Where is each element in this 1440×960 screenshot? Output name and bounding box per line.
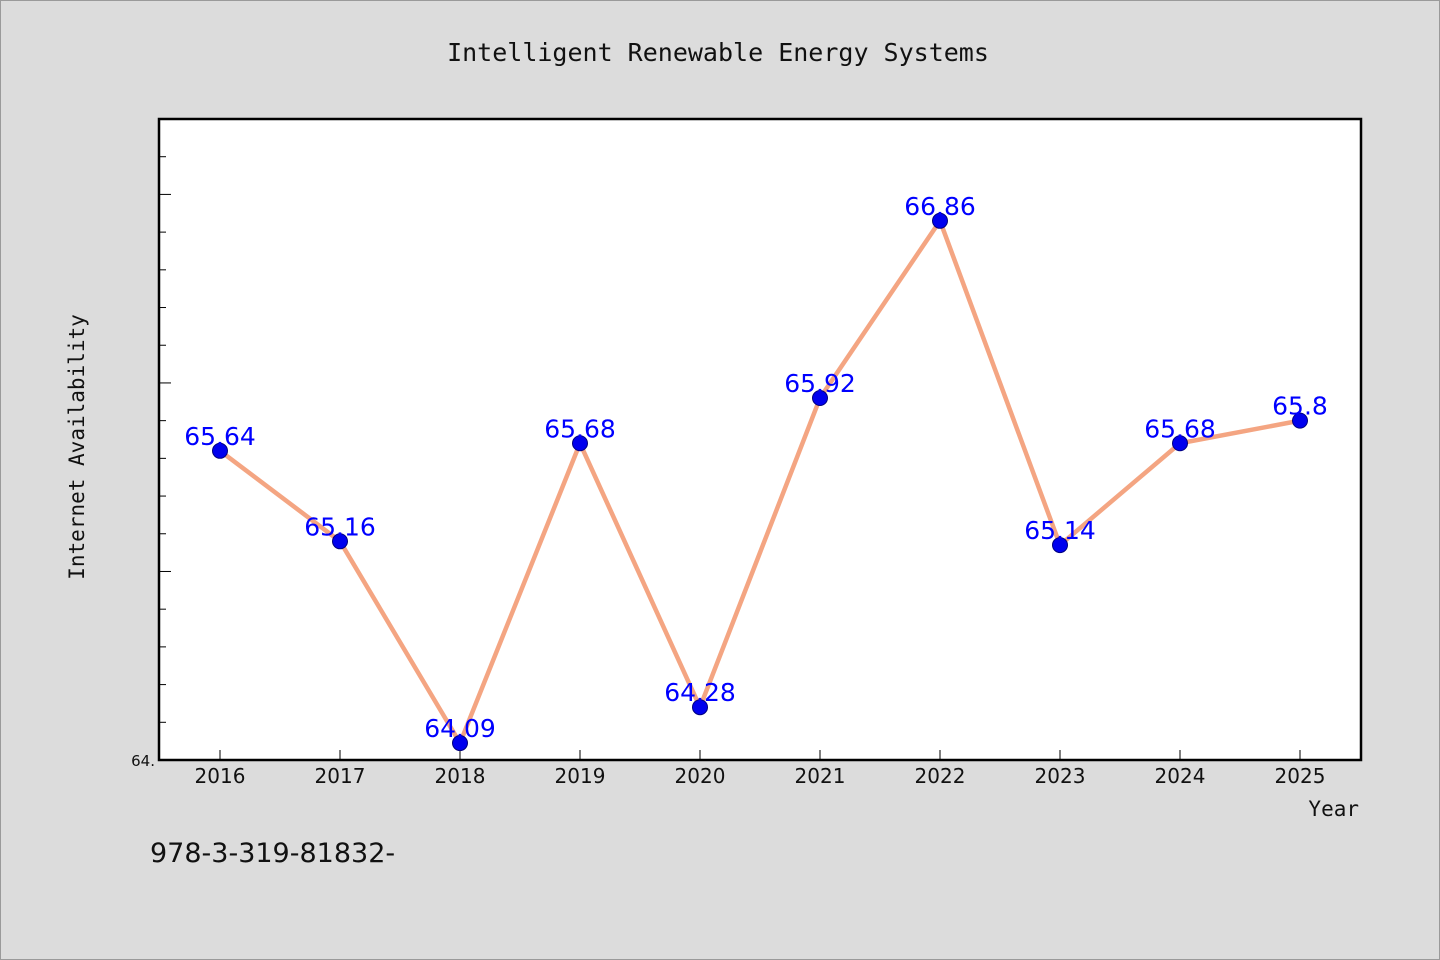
data-point-marker (812, 390, 828, 407)
data-label: 65.92 (784, 369, 856, 398)
x-tick-label: 2020 (675, 764, 726, 788)
series-group (212, 212, 1308, 752)
chart-title: Intelligent Renewable Energy Systems (447, 38, 989, 67)
x-tick-label: 2021 (795, 764, 846, 788)
data-label: 65.16 (304, 512, 376, 541)
data-label: 65.68 (1144, 414, 1216, 443)
x-axis-label: Year (1308, 797, 1359, 821)
data-point-marker (1292, 412, 1308, 429)
data-label: 65.64 (184, 422, 256, 451)
data-label: 65.68 (544, 414, 616, 443)
data-label: 65.14 (1024, 516, 1096, 545)
y-tick-label: 64. (131, 752, 155, 770)
y-axis-ticks (159, 156, 171, 723)
x-tick-label: 2016 (195, 764, 246, 788)
data-label: 66.86 (904, 192, 976, 221)
x-tick-label: 2025 (1275, 764, 1326, 788)
x-tick-label: 2024 (1155, 764, 1206, 788)
x-tick-label: 2019 (555, 764, 606, 788)
data-point-marker (212, 442, 228, 459)
x-tick-label: 2022 (915, 764, 966, 788)
data-point-marker (1172, 435, 1188, 452)
data-label: 64.09 (424, 714, 496, 743)
data-point-marker (1052, 537, 1068, 554)
data-label: 64.28 (664, 678, 736, 707)
x-tick-label: 2017 (315, 764, 366, 788)
plot-area (157, 117, 1363, 762)
data-point-marker (572, 435, 588, 452)
data-point-marker (692, 699, 708, 716)
data-point-marker (452, 735, 468, 752)
y-axis-label: Internet Availability (65, 314, 89, 580)
x-axis-ticks: 2016 2017 2018 2019 2020 2021 2022 2023 2024 2025 (195, 750, 1326, 788)
data-point-marker (332, 533, 348, 550)
series-line (218, 218, 1301, 746)
x-tick-label: 2023 (1035, 764, 1086, 788)
x-tick-label: 2018 (435, 764, 486, 788)
data-labels: 65.64 65.16 64.09 65.68 64.28 65.92 66.86 65.14… (184, 192, 1328, 743)
data-label: 65.8 (1272, 392, 1328, 421)
footer-isbn-text: 978-3-319-81832- (150, 838, 395, 869)
data-point-marker (932, 212, 948, 229)
